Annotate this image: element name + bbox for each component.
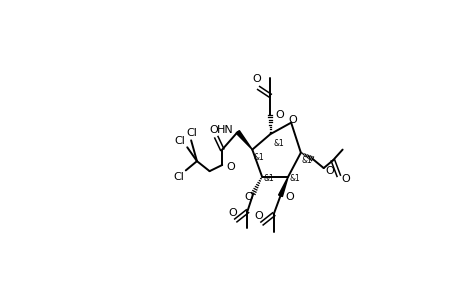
Text: O: O — [244, 192, 253, 202]
Text: Cl: Cl — [187, 128, 197, 138]
Polygon shape — [236, 131, 252, 150]
Text: O: O — [252, 74, 261, 84]
Text: O: O — [255, 211, 263, 221]
Text: O: O — [228, 208, 237, 218]
Text: Cl: Cl — [173, 172, 184, 181]
Text: &1: &1 — [254, 153, 265, 162]
Text: O: O — [341, 174, 350, 184]
Text: O: O — [226, 162, 235, 172]
Text: O: O — [209, 124, 218, 135]
Text: &1: &1 — [263, 173, 274, 183]
Text: &1: &1 — [290, 173, 300, 183]
Text: O: O — [289, 115, 298, 125]
Text: &1: &1 — [274, 139, 284, 148]
Text: &1: &1 — [302, 156, 313, 165]
Polygon shape — [278, 176, 288, 197]
Text: O: O — [325, 166, 334, 176]
Text: O: O — [275, 110, 284, 120]
Text: HN: HN — [217, 124, 234, 135]
Text: Cl: Cl — [174, 136, 185, 146]
Text: O: O — [285, 192, 294, 202]
